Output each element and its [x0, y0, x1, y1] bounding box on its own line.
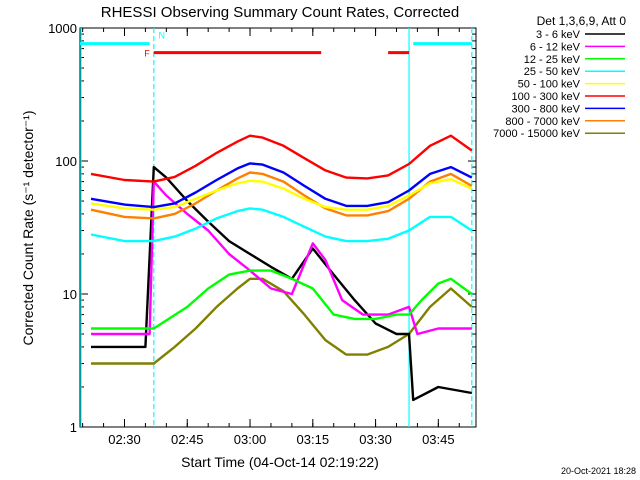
legend-label: 100 - 300 keV — [512, 91, 581, 103]
plot-area: 1 10 100 1000 02:30 02:45 03:00 03:15 03:30 03:45… — [48, 21, 477, 447]
x-tick-label: 02:45 — [171, 432, 204, 447]
legend-label: 7000 - 15000 keV — [493, 128, 581, 140]
n-flag-label: N — [159, 31, 166, 41]
plot-frame — [79, 27, 477, 428]
legend-label: 25 - 50 keV — [524, 66, 581, 78]
y-tick-label: 1 — [70, 420, 77, 435]
x-axis-label: Start Time (04-Oct-14 02:19:22) — [181, 454, 379, 470]
x-tick-label: 03:45 — [422, 432, 455, 447]
x-tick-label: 03:30 — [359, 432, 392, 447]
legend-label: 3 - 6 keV — [536, 29, 581, 41]
legend-label: 300 - 800 keV — [512, 103, 581, 115]
f-flag-label: F — [144, 49, 150, 59]
legend-label: 6 - 12 keV — [530, 41, 581, 53]
y-tick-label: 100 — [55, 154, 77, 169]
legend-label: 12 - 25 keV — [524, 54, 581, 66]
series-line-25-50-kev — [90, 207, 473, 243]
y-axis-label: Corrected Count Rate (s⁻¹ detector⁻¹) — [20, 111, 36, 346]
series-line-50-100-kev — [90, 177, 473, 211]
series-line-12-25-kev — [91, 269, 473, 330]
x-tick-label: 03:00 — [234, 432, 267, 447]
legend-title: Det 1,3,6,9, Att 0 — [537, 14, 627, 28]
y-tick-label: 10 — [63, 287, 77, 302]
chart-title: RHESSI Observing Summary Count Rates, Co… — [101, 4, 459, 21]
series-line-6-12-kev — [91, 180, 472, 336]
series-line-100-300-kev — [90, 134, 473, 183]
timestamp: 20-Oct-2021 18:28 — [561, 466, 636, 476]
series-line-800-7000-kev — [90, 171, 473, 220]
series-line-300-800-kev — [90, 162, 473, 209]
x-tick-label: 03:15 — [297, 432, 330, 447]
y-tick-label: 1000 — [48, 21, 77, 36]
legend-label: 50 - 100 keV — [518, 79, 581, 91]
x-tick-label: 02:30 — [108, 432, 141, 447]
legend-label: 800 - 7000 keV — [505, 116, 580, 128]
